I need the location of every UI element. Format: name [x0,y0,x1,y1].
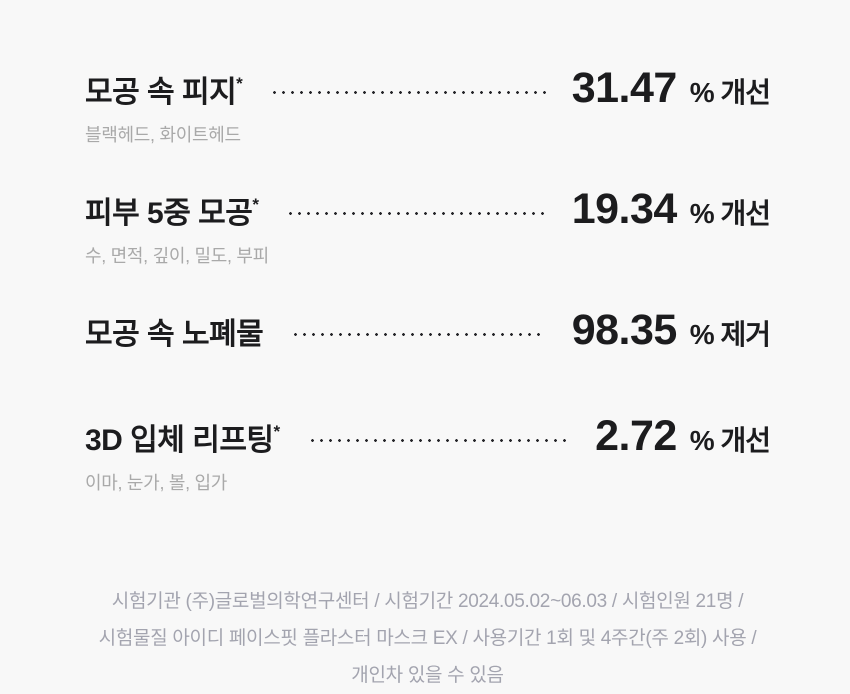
metric-value: 2.72 % 개선 [595,412,771,461]
metric-title: 피부 5중 모공* [85,188,259,232]
metric-value-number: 19.34 [571,185,678,233]
metric-value-number: 2.72 [595,412,677,460]
result-block-lifting: 3D 입체 리프팅* 2.72 % 개선 이마, 눈가, 볼, 입가 [85,412,771,495]
metric-title-text: 모공 속 노폐물 [85,318,264,351]
metric-subtitle: 이마, 눈가, 볼, 입가 [85,473,228,493]
disclaimer-line-1: 시험기관 (주)글로벌의학연구센터 / 시험기간 2024.05.02~06.0… [111,591,744,612]
dotted-leader [291,333,546,336]
disclaimer-line-3: 개인차 있을 수 있음 [351,665,504,686]
dotted-leader [270,91,546,94]
test-disclaimer: 시험기관 (주)글로벌의학연구센터 / 시험기간 2024.05.02~06.0… [85,583,770,694]
metric-value: 98.35 % 제거 [571,306,771,355]
result-block-impurities: 모공 속 노폐물 98.35 % 제거 [85,306,771,355]
metric-value: 31.47 % 개선 [571,64,771,113]
dotted-leader [286,212,546,215]
result-block-pores: 피부 5중 모공* 19.34 % 개선 수, 면적, 깊이, 밀도, 부피 [85,185,771,268]
metric-title-text: 피부 5중 모공 [85,197,253,230]
metric-value-suffix: % 개선 [689,77,771,108]
metric-subtitle: 수, 면적, 깊이, 밀도, 부피 [85,246,269,266]
metric-value: 19.34 % 개선 [571,185,771,234]
dotted-leader [307,439,570,442]
result-row: 피부 5중 모공* 19.34 % 개선 [85,185,771,234]
disclaimer-line-2: 시험물질 아이디 페이스핏 플라스터 마스크 EX / 사용기간 1회 및 4주… [98,628,757,649]
asterisk-mark: * [236,74,243,93]
metric-value-number: 31.47 [571,64,678,112]
result-row: 모공 속 노폐물 98.35 % 제거 [85,306,771,355]
metric-title-text: 3D 입체 리프팅 [85,424,274,457]
metric-title: 3D 입체 리프팅* [85,415,280,459]
result-block-sebum: 모공 속 피지* 31.47 % 개선 블랙헤드, 화이트헤드 [85,64,771,147]
asterisk-mark: * [252,195,259,214]
metric-value-suffix: % 제거 [689,319,771,350]
result-row: 모공 속 피지* 31.47 % 개선 [85,64,771,113]
metric-title: 모공 속 노폐물 [85,309,264,353]
metric-value-suffix: % 개선 [689,198,771,229]
asterisk-mark: * [273,422,281,441]
metric-title: 모공 속 피지* [85,67,243,111]
metric-title-text: 모공 속 피지 [85,76,237,109]
metric-subtitle: 블랙헤드, 화이트헤드 [85,125,241,145]
result-row: 3D 입체 리프팅* 2.72 % 개선 [85,412,771,461]
metric-value-suffix: % 개선 [689,425,771,456]
metric-value-number: 98.35 [571,306,678,354]
